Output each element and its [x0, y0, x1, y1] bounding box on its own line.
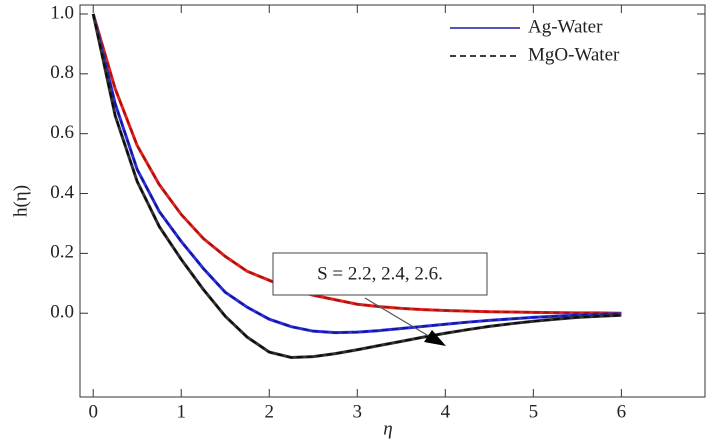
- y-tick-label: 0.4: [50, 182, 74, 203]
- annotation-arrowhead: [424, 330, 446, 346]
- annotation: S = 2.2, 2.4, 2.6.: [317, 263, 443, 284]
- y-axis-label: h(η): [10, 185, 31, 217]
- x-tick-label: 3: [353, 401, 363, 422]
- legend-label: MgO-Water: [528, 44, 620, 65]
- x-tick-label: 2: [265, 401, 275, 422]
- x-tick-label: 0: [88, 401, 98, 422]
- x-tick-label: 1: [176, 401, 186, 422]
- plot-frame: [79, 4, 706, 398]
- legend-label: Ag-Water: [528, 16, 603, 37]
- x-axis-label: η: [383, 418, 392, 439]
- y-tick-label: 0.0: [50, 302, 74, 323]
- series-line: [91, 13, 622, 360]
- series-line: [92, 13, 622, 315]
- series-line: [92, 13, 622, 359]
- y-tick-label: 1.0: [50, 2, 74, 23]
- annotation-arrow: [364, 297, 433, 339]
- y-tick-label: 0.8: [50, 62, 74, 83]
- y-tick-label: 0.2: [50, 242, 74, 263]
- series-line: [92, 13, 622, 334]
- x-tick-label: 5: [529, 401, 539, 422]
- x-tick-label: 6: [617, 401, 627, 422]
- y-tick-label: 0.6: [50, 122, 74, 143]
- x-tick-label: 4: [441, 401, 451, 422]
- annotation-box: [272, 252, 488, 296]
